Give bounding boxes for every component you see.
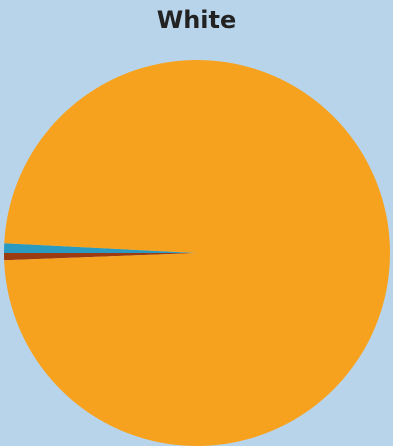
pie-slice-2 — [4, 253, 197, 261]
pie-slice-1 — [4, 243, 197, 253]
chart-title: White — [156, 6, 237, 34]
pie-slice-0 — [4, 59, 390, 446]
